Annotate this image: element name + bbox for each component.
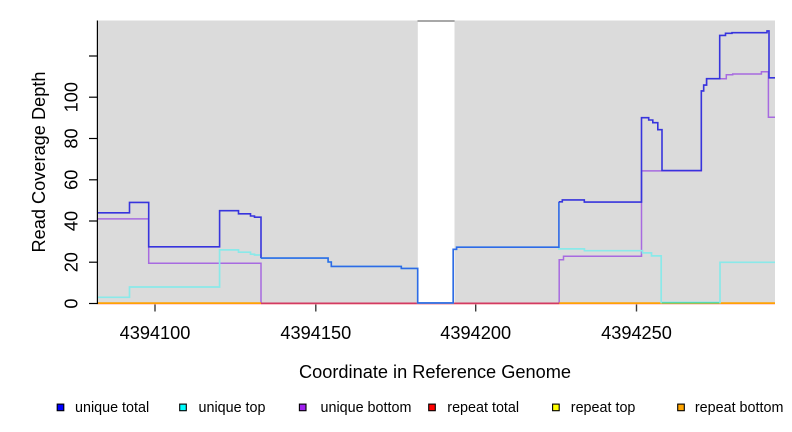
svg-text:80: 80	[62, 128, 82, 148]
svg-text:60: 60	[62, 170, 82, 190]
svg-text:100: 100	[62, 82, 82, 112]
svg-text:0: 0	[62, 298, 82, 308]
svg-text:unique top: unique top	[199, 400, 266, 416]
svg-text:4394100: 4394100	[120, 323, 191, 343]
svg-text:unique total: unique total	[75, 400, 149, 416]
svg-text:repeat bottom: repeat bottom	[695, 400, 784, 416]
svg-text:4394250: 4394250	[601, 323, 672, 343]
svg-text:repeat total: repeat total	[447, 400, 519, 416]
svg-text:Read Coverage Depth: Read Coverage Depth	[29, 72, 49, 253]
svg-text:20: 20	[62, 252, 82, 272]
svg-text:repeat top: repeat top	[571, 400, 636, 416]
svg-text:4394150: 4394150	[280, 323, 351, 343]
svg-text:unique bottom: unique bottom	[321, 400, 412, 416]
svg-text:Coordinate in Reference Genome: Coordinate in Reference Genome	[299, 362, 571, 382]
svg-text:4394200: 4394200	[440, 323, 511, 343]
svg-text:40: 40	[62, 211, 82, 231]
